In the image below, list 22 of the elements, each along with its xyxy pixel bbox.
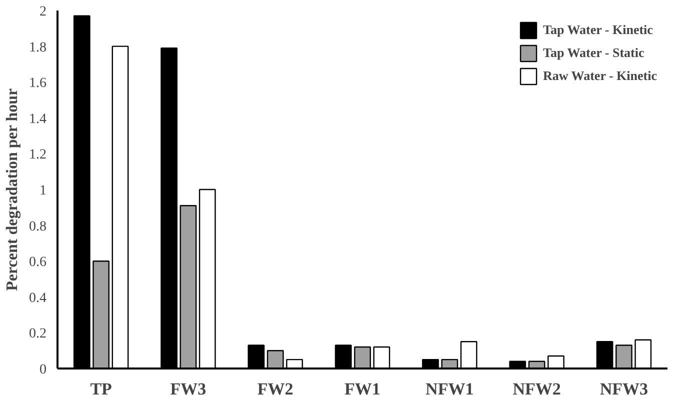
x-tick-label: NFW3: [600, 380, 648, 398]
x-tick-label: NFW1: [426, 380, 474, 398]
y-tick-label: 1: [40, 184, 46, 198]
y-tick-label: 1.2: [29, 148, 46, 163]
legend-label: Raw Water - Kinetic: [543, 68, 657, 84]
y-tick-label: 0.4: [29, 290, 46, 306]
y-tick-label: 0.8: [29, 219, 46, 234]
y-tick-label: 0.6: [29, 255, 46, 270]
x-tick-label: NFW2: [512, 380, 561, 398]
y-tick-label: 2: [40, 4, 46, 20]
y-axis-title: Percent degradation per hour: [4, 88, 21, 291]
y-tick-label: 1.8: [29, 40, 46, 56]
legend-label: Tap Water - Kinetic: [543, 22, 653, 38]
legend-label: Tap Water - Static: [543, 45, 644, 61]
y-tick-label: 0.2: [29, 326, 46, 342]
x-tick-label: TP: [90, 380, 112, 398]
y-tick-label: 1.4: [29, 112, 46, 127]
x-tick-label: FW1: [344, 380, 380, 398]
y-tick-label: 0: [40, 362, 46, 378]
x-tick-label: FW2: [257, 380, 294, 398]
x-tick-label: FW3: [170, 380, 206, 398]
y-tick-label: 1.6: [29, 76, 46, 92]
